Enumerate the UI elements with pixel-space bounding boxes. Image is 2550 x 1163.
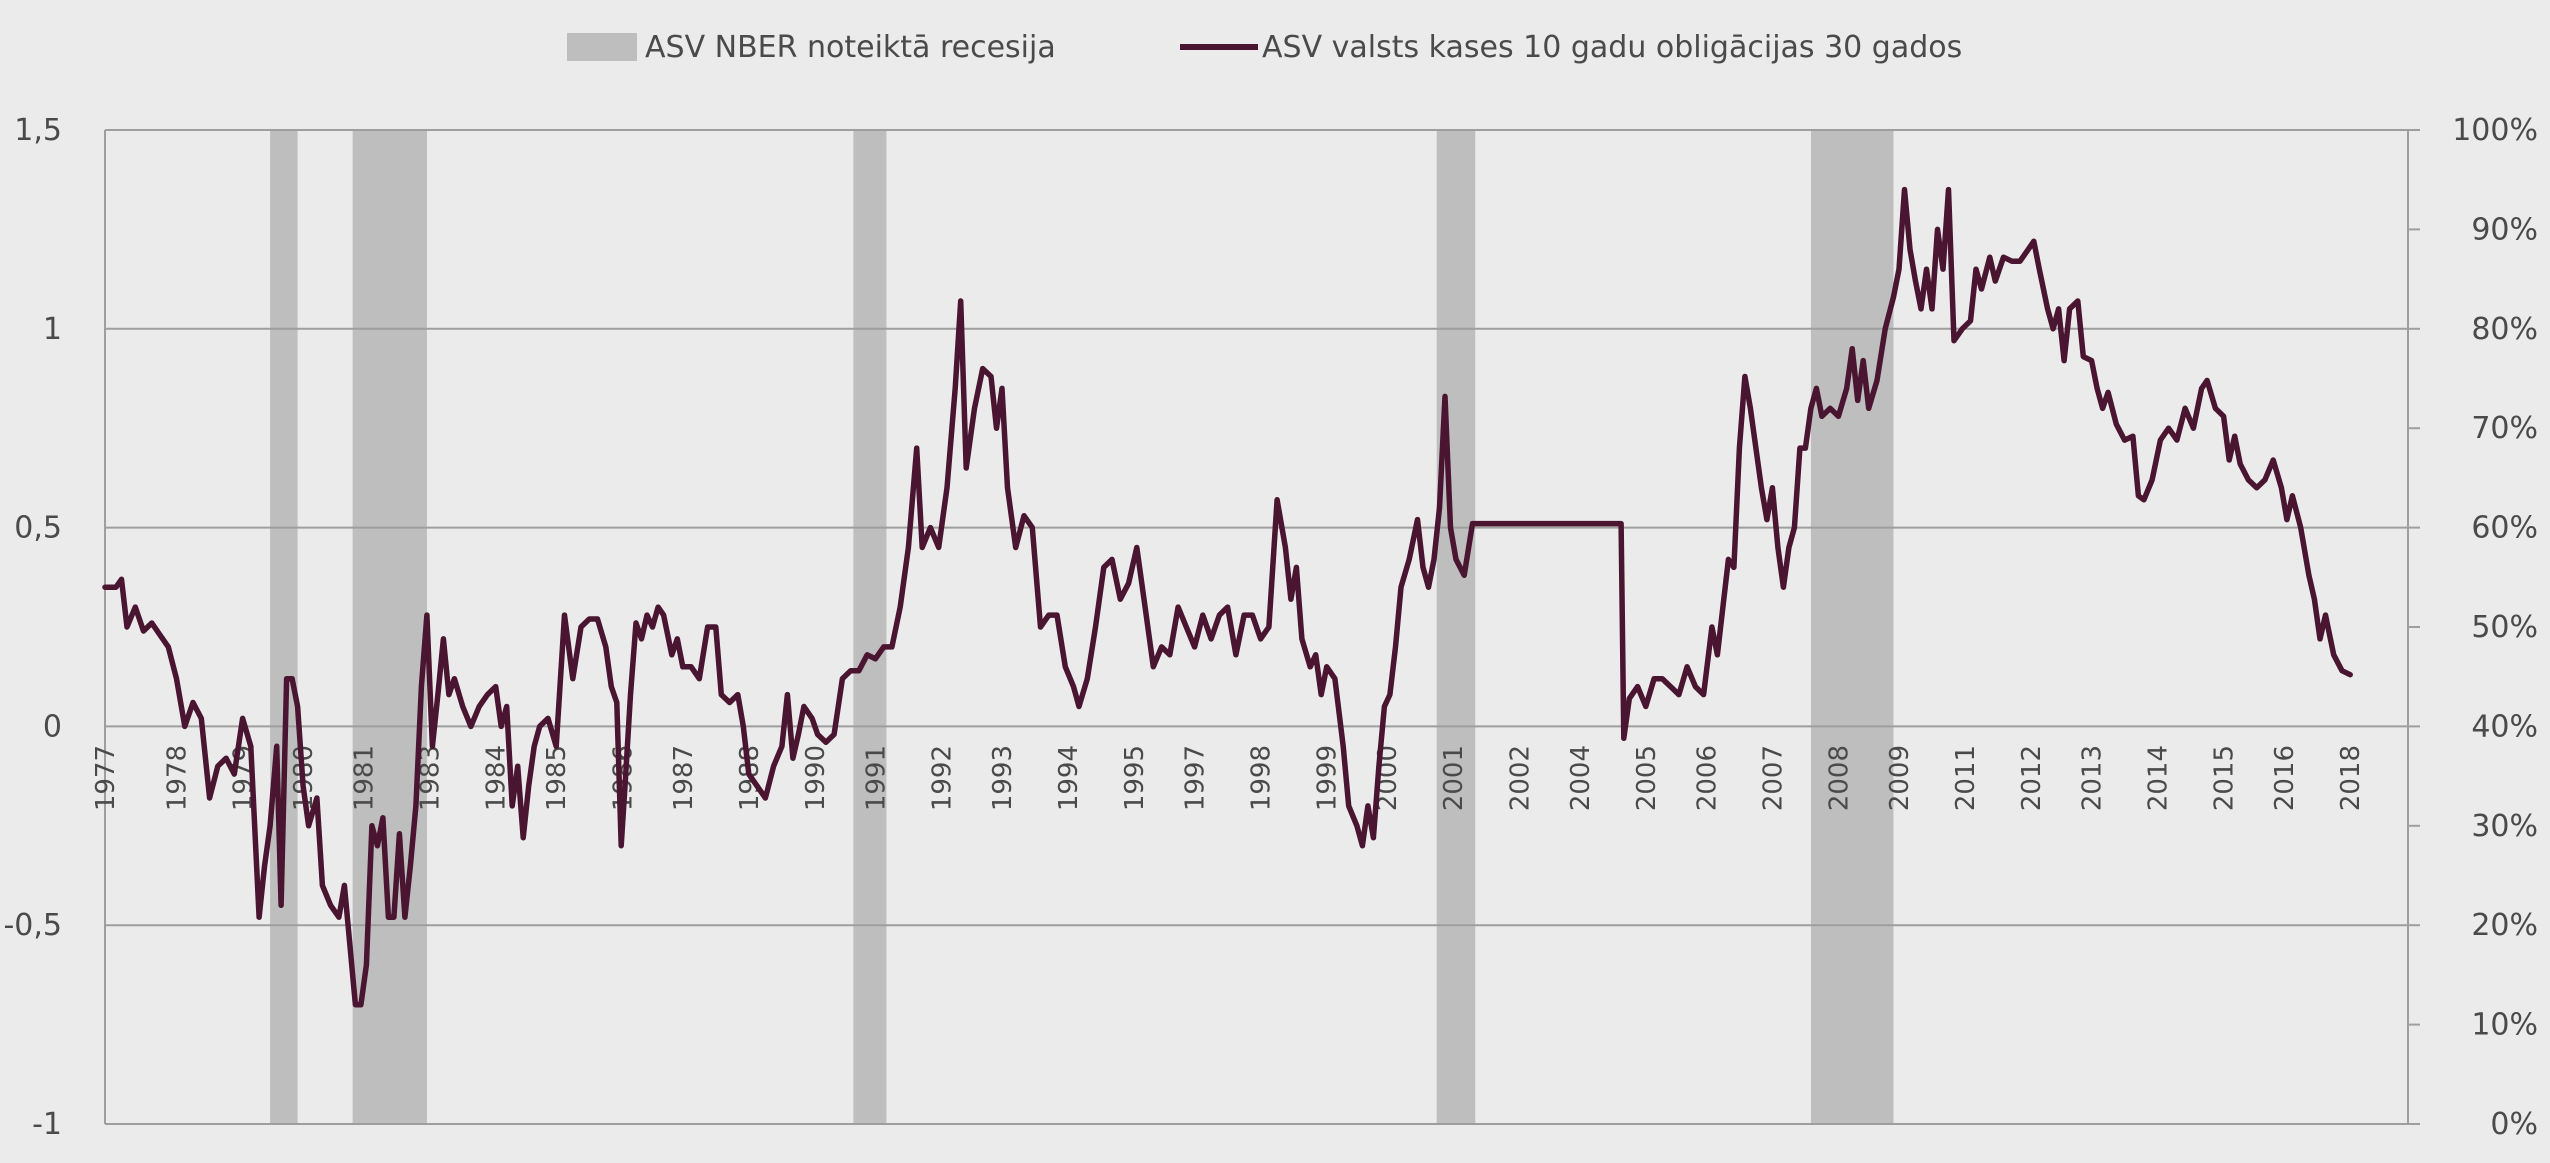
x-tick-label: 1997	[1181, 745, 1211, 811]
x-tick-label: 1978	[163, 745, 193, 811]
x-tick-label: 1993	[988, 745, 1018, 811]
y-left-axis-labels: -1 -0,5 0 0,5 1 1,5	[3, 113, 62, 1142]
y-right-axis-labels: 0% 10% 20% 30% 40% 50% 60% 70% 80% 90% 100%	[2452, 113, 2538, 1142]
x-tick-label: 1985	[542, 745, 572, 811]
axes	[104, 129, 2420, 1125]
y-left-tick-label: 0,5	[14, 511, 62, 546]
legend-recession-label: ASV NBER noteiktā recesija	[645, 30, 1056, 65]
y-left-tick-label: -0,5	[3, 908, 62, 943]
y-right-tick-label: 60%	[2471, 511, 2538, 546]
x-tick-label: 1990	[801, 745, 831, 811]
legend-yield-label: ASV valsts kases 10 gadu obligācijas 30 …	[1262, 30, 1962, 65]
y-right-tick-label: 40%	[2471, 709, 2538, 744]
legend: ASV NBER noteiktā recesija ASV valsts ka…	[567, 30, 1962, 65]
x-tick-label: 2015	[2210, 745, 2240, 811]
x-tick-label: 2009	[1885, 745, 1915, 811]
y-right-tick-label: 30%	[2471, 809, 2538, 844]
y-right-tick-label: 70%	[2471, 411, 2538, 446]
x-tick-label: 2001	[1439, 745, 1469, 811]
x-tick-label: 2008	[1824, 745, 1854, 811]
y-right-tick-label: 0%	[2490, 1107, 2538, 1142]
y-right-tick-label: 20%	[2471, 908, 2538, 943]
recession-band-5	[1810, 130, 1894, 1124]
y-left-tick-label: 1	[43, 312, 62, 347]
x-tick-label: 2005	[1632, 745, 1662, 811]
legend-recession-swatch	[567, 33, 637, 61]
x-tick-label: 2016	[2270, 745, 2300, 811]
x-tick-label: 1998	[1247, 745, 1277, 811]
y-left-tick-label: 0	[43, 709, 62, 744]
x-tick-label: 2011	[1951, 745, 1981, 811]
x-tick-label: 2007	[1758, 745, 1788, 811]
x-tick-label: 2014	[2144, 745, 2174, 811]
x-tick-label: 2012	[2017, 745, 2047, 811]
x-axis-labels: 1977 1978 1979 1980 1981 1983 1984 1985 1986 1987…	[91, 745, 2366, 811]
y-left-tick-label: 1,5	[14, 113, 62, 148]
series-line-1	[102, 186, 2353, 1008]
x-tick-label: 2018	[2336, 745, 2366, 811]
x-tick-label: 1977	[91, 745, 121, 811]
y-right-tick-label: 50%	[2471, 610, 2538, 645]
y-right-tick-label: 10%	[2471, 1008, 2538, 1043]
recession-band-1	[270, 130, 298, 1124]
recession-band-3	[853, 130, 887, 1124]
x-tick-label: 1995	[1120, 745, 1150, 811]
x-tick-label: 1987	[669, 745, 699, 811]
y-right-tick-label: 100%	[2452, 113, 2538, 148]
y-right-tick-label: 90%	[2471, 212, 2538, 247]
series-group	[102, 186, 2353, 1008]
x-tick-label: 1992	[927, 745, 957, 811]
recession-bands	[270, 130, 1894, 1124]
x-tick-label: 1991	[861, 745, 891, 811]
y-right-tick-label: 80%	[2471, 312, 2538, 347]
x-tick-label: 2004	[1566, 745, 1596, 811]
x-tick-label: 2002	[1505, 745, 1535, 811]
x-tick-label: 2006	[1692, 745, 1722, 811]
x-tick-label: 1981	[350, 745, 380, 811]
x-tick-label: 1994	[1054, 745, 1084, 811]
x-tick-label: 1999	[1313, 745, 1343, 811]
y-left-tick-label: -1	[32, 1107, 62, 1142]
recession-band-4	[1436, 130, 1476, 1124]
x-tick-label: 2013	[2078, 745, 2108, 811]
grid-lines	[105, 129, 2408, 1125]
